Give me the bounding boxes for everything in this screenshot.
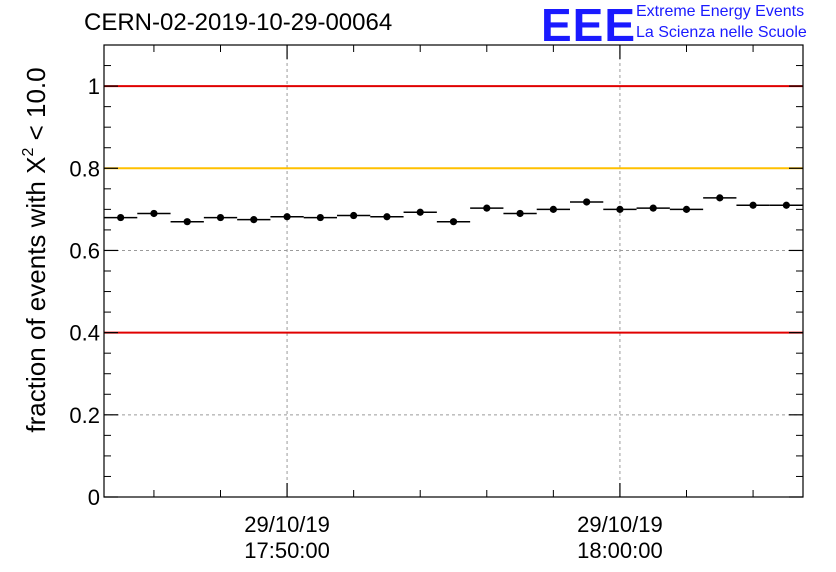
x-tick-label-date: 29/10/19 (577, 512, 663, 537)
data-point (616, 205, 624, 213)
y-tick-label: 0.2 (69, 403, 100, 428)
data-point (549, 205, 557, 213)
x-tick-label-date: 29/10/19 (244, 512, 330, 537)
eee-logo-mark: EEE (541, 0, 637, 51)
data-point (682, 205, 691, 213)
data-point (383, 213, 391, 221)
data-point (749, 201, 757, 209)
data-point (316, 213, 324, 222)
y-tick-label: 0.8 (69, 156, 100, 181)
data-point (782, 201, 790, 209)
y-tick-label: 0.4 (69, 321, 100, 346)
logo-line-1: Extreme Energy Events (636, 3, 805, 20)
data-point (283, 213, 291, 221)
y-tick-label: 0 (88, 485, 100, 510)
data-point (150, 209, 158, 218)
data-point (449, 218, 458, 226)
data-point (483, 204, 491, 212)
data-point (516, 209, 524, 218)
logo-line-2: La Scienza nelle Scuole (636, 24, 807, 41)
x-tick-label-time: 18:00:00 (577, 538, 663, 563)
data-point (416, 208, 424, 216)
data-point (716, 194, 724, 202)
data-point (583, 198, 591, 206)
data-point (350, 211, 358, 220)
plot-frame (103, 44, 804, 498)
data-point (183, 218, 191, 226)
x-tick-label-time: 17:50:00 (244, 538, 330, 563)
chart-title: CERN-02-2019-10-29-00064 (84, 9, 393, 36)
data-point (117, 213, 125, 222)
y-tick-label: 1 (88, 74, 100, 99)
data-point (649, 204, 657, 212)
data-point (250, 216, 258, 224)
data-point (216, 213, 225, 222)
y-tick-label: 0.6 (69, 238, 100, 263)
